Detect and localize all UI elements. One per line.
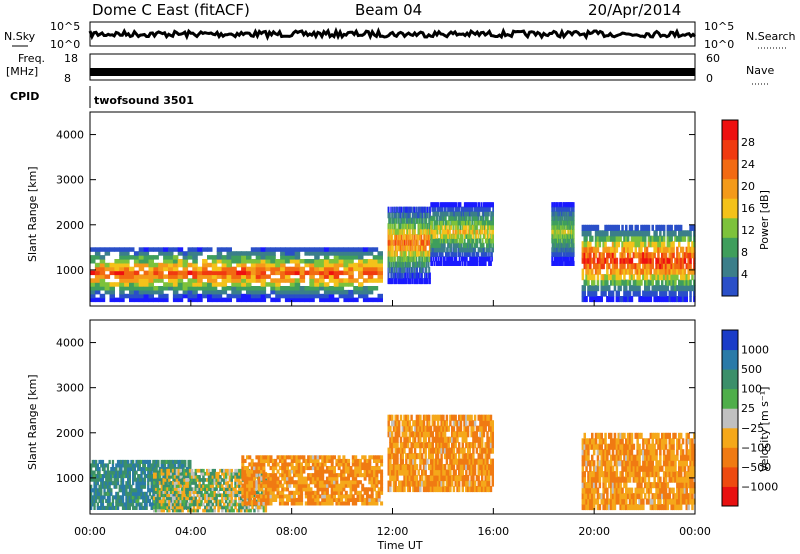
velocity-data bbox=[90, 414, 696, 513]
velocity-ylabel: Slant Range [km] bbox=[26, 374, 39, 470]
colorbar-swatch bbox=[722, 330, 738, 351]
colorbar-swatch bbox=[722, 466, 738, 487]
velocity-colorbar: 1000 500 100 25 −25 −100 −500 −1000 bbox=[721, 329, 778, 507]
freq-unit: [MHz] bbox=[6, 65, 38, 78]
y-tick-label: 1000 bbox=[56, 472, 84, 485]
nave-label: Nave bbox=[746, 64, 774, 77]
colorbar-frame bbox=[721, 119, 739, 297]
cpid-label: CPID bbox=[10, 90, 39, 103]
colorbar-swatch bbox=[722, 256, 738, 277]
noise-trace bbox=[88, 26, 697, 42]
colorbar-frame bbox=[721, 329, 739, 507]
velocity-tick-label: −500 bbox=[741, 461, 771, 474]
velocity-colorbar-label: Velocity [m s⁻¹] bbox=[758, 387, 771, 472]
velocity-patch bbox=[581, 432, 696, 511]
y-tick-label: 3000 bbox=[56, 382, 84, 395]
power-colorbar: 4 8 12 16 20 24 28 bbox=[721, 119, 755, 297]
power-patch bbox=[551, 202, 575, 266]
velocity-tick-label: −100 bbox=[741, 441, 771, 454]
velocity-tick-label: 1000 bbox=[741, 344, 769, 357]
colorbar-swatch bbox=[722, 369, 738, 390]
power-tick-label: 8 bbox=[741, 246, 748, 259]
velocity-tick-label: 500 bbox=[741, 363, 762, 376]
colorbar-swatch bbox=[722, 408, 738, 429]
x-tick-label: 08:00 bbox=[276, 525, 308, 538]
velocity-tick-label: 100 bbox=[741, 383, 762, 396]
station-title: Dome C East (fitACF) bbox=[92, 1, 250, 19]
date-title: 20/Apr/2014 bbox=[588, 1, 681, 19]
freq-tick-bottom: 8 bbox=[64, 72, 71, 85]
beam-title: Beam 04 bbox=[355, 1, 422, 19]
velocity-patch bbox=[241, 455, 384, 506]
x-tick-label: 00:00 bbox=[679, 525, 711, 538]
noise-tick-bottom-left: 10^0 bbox=[50, 38, 80, 51]
nsky-label: N.Sky bbox=[4, 30, 36, 43]
freq-tick-top: 18 bbox=[64, 52, 78, 65]
y-tick-label: 2000 bbox=[56, 427, 84, 440]
nave-tick-bottom: 0 bbox=[706, 72, 713, 85]
colorbar-swatch bbox=[722, 198, 738, 219]
colorbar-swatch bbox=[722, 159, 738, 180]
y-tick-label: 4000 bbox=[56, 129, 84, 142]
power-tick-label: 28 bbox=[741, 136, 755, 149]
colorbar-swatch bbox=[722, 486, 738, 507]
colorbar-swatch bbox=[722, 120, 738, 141]
x-tick-label: 00:00 bbox=[74, 525, 106, 538]
power-data bbox=[90, 202, 696, 303]
velocity-yticks: 1000 2000 3000 4000 bbox=[56, 337, 695, 485]
cpid-value: twofsound 3501 bbox=[94, 94, 194, 107]
power-panel: 1000 2000 3000 4000 Slant Range [km] bbox=[26, 111, 696, 307]
y-tick-label: 3000 bbox=[56, 174, 84, 187]
power-patch bbox=[90, 247, 383, 303]
noise-tick-top-right: 10^5 bbox=[704, 20, 734, 33]
power-tick-label: 20 bbox=[741, 180, 755, 193]
colorbar-swatch bbox=[722, 139, 738, 160]
noise-panel: N.Sky 10^5 10^0 10^5 10^0 N.Search bbox=[4, 20, 796, 51]
power-tick-label: 24 bbox=[741, 158, 755, 171]
nsearch-label: N.Search bbox=[746, 30, 796, 43]
power-yticks: 1000 2000 3000 4000 bbox=[56, 129, 695, 277]
velocity-panel: 1000 2000 3000 4000 Slant Range [km] bbox=[26, 319, 696, 515]
power-patch bbox=[430, 202, 494, 266]
x-axis-ticks: 00:00 04:00 08:00 12:00 16:00 20:00 00:00 bbox=[74, 300, 711, 538]
power-tick-label: 12 bbox=[741, 224, 755, 237]
power-tick-label: 4 bbox=[741, 268, 748, 281]
colorbar-swatch bbox=[722, 276, 738, 297]
x-tick-label: 04:00 bbox=[175, 525, 207, 538]
noise-tick-bottom-right: 10^0 bbox=[704, 38, 734, 51]
freq-trace bbox=[90, 68, 695, 76]
y-tick-label: 4000 bbox=[56, 337, 84, 350]
velocity-tick-label: 25 bbox=[741, 402, 755, 415]
freq-panel: Freq. [MHz] 18 8 60 0 Nave bbox=[6, 52, 774, 85]
velocity-tick-label: −25 bbox=[741, 422, 764, 435]
velocity-patch bbox=[387, 414, 494, 493]
velocity-tick-label: −1000 bbox=[741, 480, 778, 493]
x-axis-label: Time UT bbox=[376, 539, 422, 552]
y-tick-label: 1000 bbox=[56, 264, 84, 277]
power-ylabel: Slant Range [km] bbox=[26, 166, 39, 262]
power-patch bbox=[387, 206, 431, 285]
power-colorbar-label: Power [dB] bbox=[758, 190, 771, 250]
noise-line bbox=[88, 26, 697, 42]
noise-tick-top-left: 10^5 bbox=[50, 20, 80, 33]
x-tick-label: 16:00 bbox=[477, 525, 509, 538]
colorbar-swatch bbox=[722, 178, 738, 199]
x-tick-label: 12:00 bbox=[377, 525, 409, 538]
colorbar-swatch bbox=[722, 349, 738, 370]
nave-tick-top: 60 bbox=[706, 52, 720, 65]
x-tick-label: 20:00 bbox=[578, 525, 610, 538]
power-tick-label: 16 bbox=[741, 202, 755, 215]
colorbar-swatch bbox=[722, 388, 738, 409]
colorbar-swatch bbox=[722, 217, 738, 238]
colorbar-swatch bbox=[722, 237, 738, 258]
freq-label: Freq. bbox=[18, 52, 45, 65]
colorbar-swatch bbox=[722, 447, 738, 468]
power-patch bbox=[581, 224, 696, 303]
y-tick-label: 2000 bbox=[56, 219, 84, 232]
colorbar-swatch bbox=[722, 427, 738, 448]
